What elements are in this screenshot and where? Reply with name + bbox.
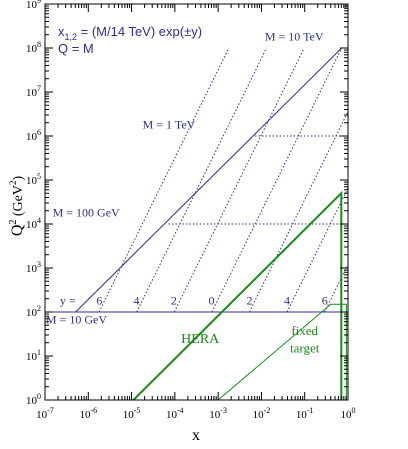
rapidity-line: [286, 187, 349, 313]
x-tick-label: 10-2: [253, 406, 271, 421]
mass-label: M = 10 TeV: [265, 29, 324, 43]
hera-boundary: [132, 190, 343, 401]
y-tick-label: 101: [26, 348, 41, 363]
mass-label: M = 100 GeV: [53, 205, 120, 219]
y-tick-label: 103: [26, 260, 41, 275]
rapidity-label: 4: [284, 293, 290, 307]
fixed-target-label-2: target: [290, 341, 320, 356]
mass-label: M = 1 TeV: [143, 117, 196, 131]
rapidity-label: 4: [134, 293, 140, 307]
lhc-boundary: [75, 47, 349, 313]
x-tick-label: 10-3: [209, 406, 227, 421]
rapidity-prefix: y =: [60, 293, 76, 307]
rapidity-label: 6: [96, 293, 102, 307]
x-tick-label: 10-6: [79, 406, 97, 421]
x-axis-label: x: [192, 427, 200, 444]
formula-line2: Q = M: [58, 41, 94, 56]
rapidity-label: 6: [322, 293, 328, 307]
rapidity-line: [173, 47, 305, 313]
y-tick-label: 105: [26, 172, 41, 187]
hera-label: HERA: [181, 332, 220, 347]
fixed-target-label-1: fixed: [291, 323, 318, 338]
plot-frame: [44, 3, 349, 401]
axis-ticks: [44, 3, 349, 401]
x-tick-label: 10-5: [123, 406, 141, 421]
rapidity-line: [248, 111, 349, 313]
y-tick-label: 109: [26, 0, 41, 11]
rapidity-line: [324, 264, 349, 313]
x-tick-label: 10-4: [166, 406, 184, 421]
x-tick-label: 10-1: [296, 406, 314, 421]
formula-line1: x1,2 = (M/14 TeV) exp(±y): [58, 24, 202, 42]
y-axis-label: Q2 (GeV2): [8, 176, 26, 237]
y-tick-label: 100: [26, 392, 41, 407]
rapidity-line: [98, 47, 230, 313]
rapidity-label: 0: [208, 293, 214, 307]
fixed-target-boundary: [217, 303, 347, 401]
rapidity-label: 2: [171, 293, 177, 307]
rapidity-line: [211, 47, 343, 313]
annotation-labels: M = 10 TeV M = 1 TeV M = 100 GeV M = 10 GeV…: [26, 0, 356, 421]
y-tick-label: 102: [26, 304, 41, 319]
x-tick-label: 10-7: [36, 406, 54, 421]
rapidity-line: [136, 47, 267, 313]
x-tick-label: 100: [341, 406, 356, 421]
y-tick-label: 106: [26, 128, 41, 143]
rapidity-label: 2: [246, 293, 252, 307]
y-tick-label: 108: [26, 40, 41, 55]
y-tick-label: 104: [26, 216, 41, 231]
y-tick-label: 107: [26, 84, 41, 99]
mass-label: M = 10 GeV: [46, 312, 107, 326]
dotted-grid: [98, 47, 349, 313]
